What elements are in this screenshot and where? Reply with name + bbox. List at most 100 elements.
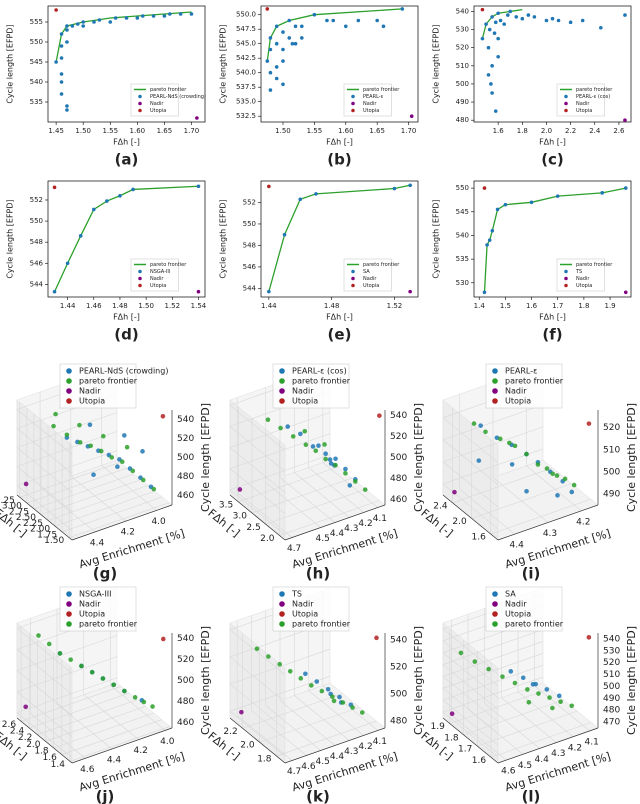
y-tick-label: 548 [30, 238, 43, 246]
y-tick-label: 544 [243, 284, 257, 292]
y-axis-label: Cycle length [EFPD] [6, 199, 15, 278]
point [409, 114, 414, 118]
point [492, 31, 497, 35]
z-tick-label: 480 [603, 706, 620, 716]
x-tick-label: 1.6 [493, 127, 505, 135]
point [54, 8, 58, 12]
x-tick-label: 4.1 [585, 737, 599, 747]
legend-label: Nadir [150, 276, 164, 282]
y-tick-label: 3.25 [0, 496, 15, 506]
y-grid-line [62, 496, 163, 533]
y-grid-line [53, 712, 154, 749]
point [374, 635, 379, 641]
y-grid-line [20, 686, 122, 722]
y-tick-label: 490 [456, 98, 469, 106]
x-tick-label: 4.0 [160, 737, 175, 747]
x-tick-label: 4.2 [121, 528, 135, 538]
legend-marker [138, 269, 142, 274]
y-axis [16, 494, 73, 541]
y-grid-line [276, 720, 377, 757]
legend-label: PEARL-NdS (crowding) [79, 367, 168, 376]
x-grid-line [279, 700, 336, 746]
z-grid-line [16, 485, 73, 531]
point [569, 489, 575, 495]
point [337, 694, 342, 700]
x-grid-line [56, 703, 113, 750]
x-tick-label: 4.2 [134, 746, 148, 756]
point [319, 688, 325, 694]
z-axis-label: Cycle length [EFPD] [412, 626, 425, 735]
point [65, 261, 70, 266]
point [195, 116, 199, 120]
legend-marker [66, 378, 72, 384]
caption: (c) [541, 151, 564, 169]
legend-label: Utopia [363, 283, 379, 289]
point [524, 451, 529, 457]
legend-label: pareto frontier [150, 262, 187, 268]
x-grid-line [70, 475, 127, 522]
caption: (k) [306, 788, 330, 804]
y-axis [229, 717, 286, 764]
y-tick-label: 1.50 [44, 536, 64, 546]
y-grid-line [47, 485, 149, 521]
point [274, 24, 279, 29]
point [544, 18, 549, 23]
legend-label: PEARL-ε (cos) [292, 367, 347, 376]
point [141, 699, 147, 705]
legend-label: pareto frontier [292, 377, 351, 386]
y-tick-label: 2.4 [433, 501, 448, 511]
point [302, 428, 308, 434]
x-grid-line [265, 705, 321, 751]
point [512, 443, 518, 449]
point [300, 24, 304, 29]
legend-label: PEARL-ε [505, 367, 537, 376]
legend-label: NSGA-III [79, 590, 112, 599]
y-tick-label: 1.4 [51, 760, 66, 770]
point [524, 488, 529, 494]
point [507, 440, 512, 446]
point [503, 202, 508, 207]
point [485, 243, 489, 247]
x-grid-line [501, 697, 557, 743]
y-tick-label: 535.0 [236, 98, 256, 106]
point [623, 13, 627, 17]
point [59, 92, 64, 96]
point [544, 466, 550, 471]
z-tick-label: 480 [177, 472, 194, 482]
point [168, 12, 172, 16]
y-tick-label: 540.0 [236, 69, 256, 77]
point [81, 20, 85, 24]
point [554, 473, 560, 478]
z-grid-line [442, 439, 499, 485]
pareto-line [268, 184, 411, 292]
point [254, 646, 260, 652]
x-tick-label: 1.65 [157, 127, 173, 135]
x-grid-line [251, 710, 307, 756]
point [298, 197, 303, 202]
point [298, 431, 303, 437]
point [480, 7, 485, 12]
legend-label: PEARL-ε (cos) [576, 94, 610, 100]
legend-label: Nadir [363, 276, 377, 282]
point [111, 682, 116, 688]
caption: (f) [542, 326, 562, 344]
z-grid-line [229, 683, 286, 730]
x-tick-label: 1.9 [604, 302, 615, 310]
z-grid-line [16, 628, 73, 674]
y-tick-label: 2.2 [18, 733, 32, 743]
legend-marker [492, 368, 498, 374]
point [115, 464, 120, 470]
z-tick-label: 520 [390, 432, 407, 442]
x-grid-line [101, 465, 157, 511]
z-grid-line [442, 653, 544, 689]
y-grid-line [265, 488, 366, 525]
legend-marker [492, 591, 498, 597]
y-axis-label: Cycle length [EFPD] [219, 199, 228, 278]
x-tick-label: 4.0 [151, 517, 166, 527]
x-axis [497, 504, 599, 541]
point [323, 456, 328, 462]
x-grid-line [39, 486, 96, 533]
x-axis [497, 727, 599, 764]
x-grid-line [30, 713, 86, 759]
legend-label: Nadir [505, 600, 527, 609]
